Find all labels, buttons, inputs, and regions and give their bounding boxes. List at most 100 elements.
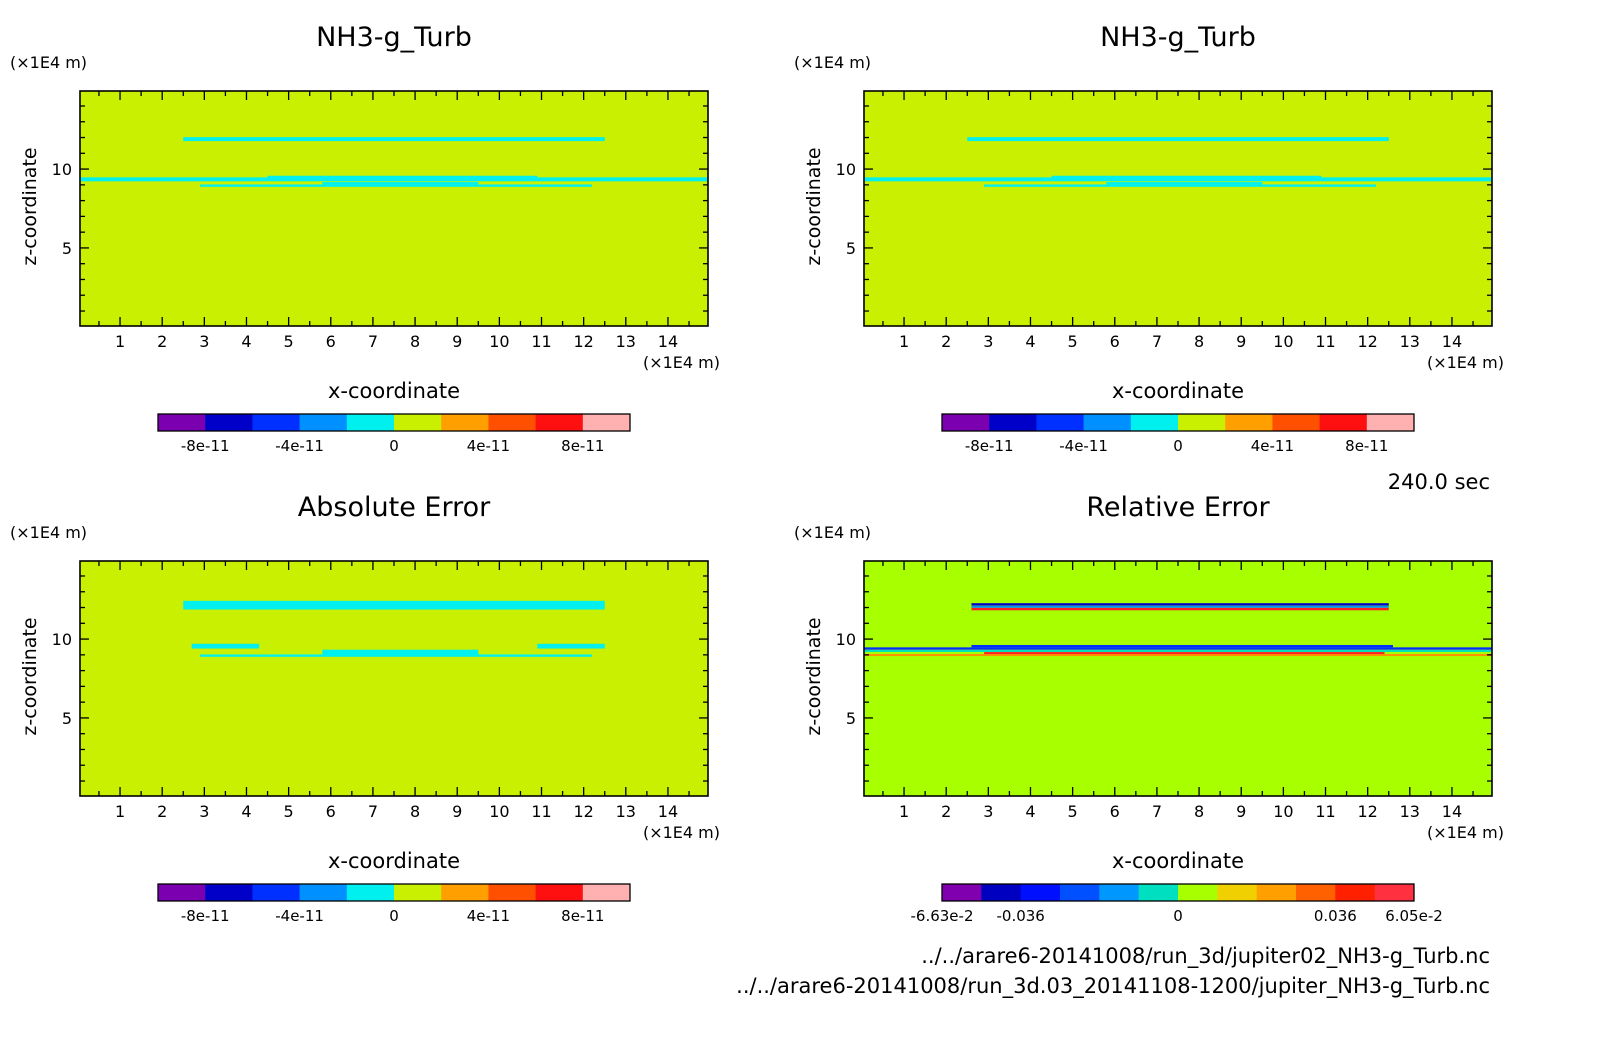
x-tick-label: 7 [1152, 332, 1162, 351]
x-tick-label: 8 [410, 332, 420, 351]
contour-band-2 [191, 643, 260, 649]
y-tick-label: 10 [52, 630, 72, 649]
contour-band-2 [971, 605, 1389, 608]
x-axis-label: x-coordinate [1112, 849, 1244, 873]
colorbar-tick-label: 6.05e-2 [1385, 907, 1443, 925]
y-tick-label: 5 [62, 239, 72, 258]
x-tick-label: 8 [410, 802, 420, 821]
colorbar-tick-label: 0 [1173, 437, 1183, 455]
contour-band-4 [971, 644, 1393, 648]
y-unit-label: (×1E4 m) [794, 53, 871, 72]
x-tick-label: 11 [1315, 332, 1335, 351]
contour-band-2 [864, 177, 1492, 182]
y-unit-label: (×1E4 m) [10, 53, 87, 72]
x-tick-label: 5 [284, 332, 294, 351]
x-tick-label: 3 [199, 802, 209, 821]
colorbar-swatch-4 [1060, 884, 1100, 901]
x-tick-label: 5 [284, 802, 294, 821]
x-tick-label: 7 [1152, 802, 1162, 821]
x-unit-label: (×1E4 m) [643, 823, 720, 842]
colorbar-tick-label: 0 [389, 907, 399, 925]
colorbar-swatch-8 [488, 884, 537, 901]
colorbar-swatch-2 [981, 884, 1022, 901]
contour-band-3 [267, 175, 538, 179]
x-tick-label: 2 [941, 802, 951, 821]
x-tick-label: 11 [531, 332, 551, 351]
colorbar-swatch-7 [441, 884, 489, 901]
x-tick-label: 14 [1442, 332, 1462, 351]
colorbar-swatch-5 [346, 414, 395, 431]
y-tick-label: 10 [52, 160, 72, 179]
contour-band-1 [971, 603, 1389, 606]
x-tick-label: 13 [1400, 332, 1420, 351]
colorbar-tick-label: -4e-11 [275, 437, 324, 455]
contour-band-4 [322, 649, 479, 656]
colorbar-swatch-3 [1020, 884, 1061, 901]
field-background [864, 561, 1492, 796]
x-tick-label: 10 [489, 332, 509, 351]
colorbar-tick-label: -8e-11 [965, 437, 1014, 455]
x-tick-label: 14 [658, 802, 678, 821]
time-label: 240.0 sec [1387, 470, 1490, 494]
x-tick-label: 6 [1110, 802, 1120, 821]
contour-band-5 [1106, 182, 1263, 185]
colorbar-swatch-8 [1217, 884, 1258, 901]
x-tick-label: 14 [658, 332, 678, 351]
colorbar-swatch-10 [1366, 414, 1415, 431]
x-tick-label: 13 [616, 802, 636, 821]
field-background [80, 91, 708, 326]
contour-band-5 [322, 182, 479, 185]
chart-panel-4: Relative Error(×1E4 m)1 2 3 4 5 6 7 8 9 10 11 12 13 1… [794, 492, 1504, 925]
x-tick-label: 3 [983, 332, 993, 351]
x-tick-label: 10 [1273, 802, 1293, 821]
colorbar-swatch-6 [1178, 414, 1226, 431]
chart-panel-2: NH3-g_Turb(×1E4 m)1 2 3 4 5 6 7 8 9 10 11 12 13 14510… [794, 22, 1504, 455]
colorbar-tick-label: 0.036 [1314, 907, 1357, 925]
colorbar-swatch-1 [942, 884, 982, 901]
x-tick-label: 13 [616, 332, 636, 351]
x-unit-label: (×1E4 m) [643, 353, 720, 372]
colorbar-swatch-10 [582, 414, 631, 431]
x-tick-label: 12 [1357, 802, 1377, 821]
colorbar-swatch-6 [1138, 884, 1179, 901]
x-axis-label: x-coordinate [328, 849, 460, 873]
contour-band-4 [984, 184, 1377, 187]
colorbar-swatch-3 [252, 414, 301, 431]
colorbar-swatch-6 [394, 884, 442, 901]
x-tick-label: 6 [1110, 332, 1120, 351]
contour-band-5 [200, 654, 593, 657]
colorbar-swatch-2 [205, 884, 253, 901]
contour-band-3 [971, 607, 1389, 611]
colorbar-tick-label: -4e-11 [1059, 437, 1108, 455]
file-path-1: ../../arare6-20141008/run_3d/jupiter02_N… [921, 944, 1490, 968]
y-axis-label: z-coordinate [803, 147, 825, 265]
colorbar-tick-label: 8e-11 [561, 907, 604, 925]
colorbar-frame [941, 883, 1415, 902]
colorbar-swatch-8 [488, 414, 537, 431]
y-axis-label: z-coordinate [19, 147, 41, 265]
x-tick-label: 11 [1315, 802, 1335, 821]
x-tick-label: 4 [1025, 332, 1035, 351]
file-path-2: ../../arare6-20141008/run_3d.03_20141108… [736, 974, 1490, 998]
colorbar-swatch-1 [158, 884, 206, 901]
contour-band-6 [864, 649, 1492, 652]
x-tick-label: 10 [489, 802, 509, 821]
y-axis-label: z-coordinate [19, 617, 41, 735]
colorbar-swatch-12 [1374, 884, 1415, 901]
contour-band-1 [183, 137, 605, 142]
contour-band-3 [1051, 175, 1322, 179]
y-tick-label: 10 [836, 630, 856, 649]
x-tick-label: 8 [1194, 802, 1204, 821]
y-tick-label: 5 [62, 709, 72, 728]
x-axis-label: x-coordinate [1112, 379, 1244, 403]
field-background [864, 91, 1492, 326]
y-tick-label: 10 [836, 160, 856, 179]
colorbar-swatch-5 [1130, 414, 1179, 431]
x-tick-label: 8 [1194, 332, 1204, 351]
contour-band-3 [537, 643, 605, 649]
colorbar-swatch-8 [1272, 414, 1321, 431]
colorbar-swatch-2 [989, 414, 1037, 431]
chart-title: NH3-g_Turb [316, 22, 472, 53]
x-tick-label: 9 [1236, 332, 1246, 351]
